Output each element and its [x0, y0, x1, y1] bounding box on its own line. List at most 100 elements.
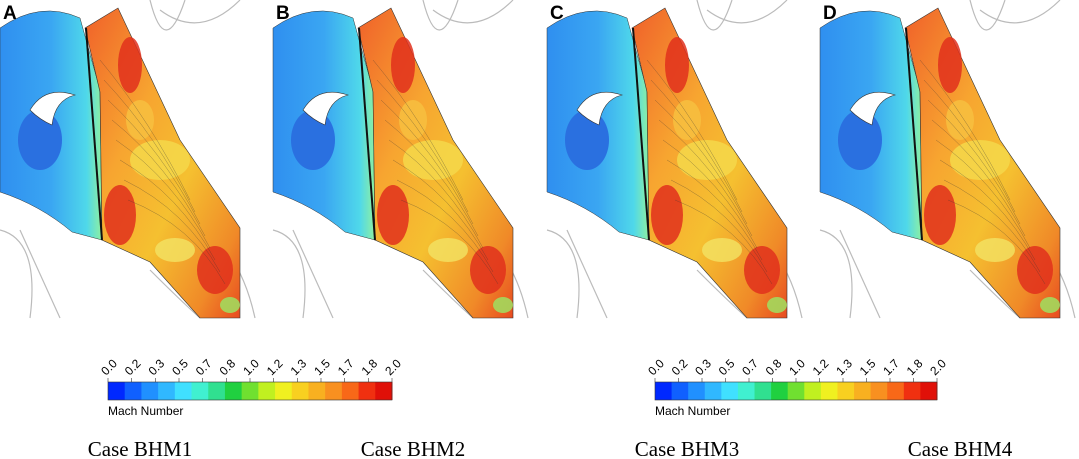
colorbar-tick-label: 0.3	[692, 356, 714, 378]
colorbar-tick-label: 0.3	[146, 356, 168, 378]
colorbar-swatch	[804, 382, 822, 400]
blade-outline	[292, 229, 334, 319]
hole	[302, 91, 350, 126]
contour-line	[107, 99, 201, 225]
contour-line	[99, 59, 191, 201]
colorbar-tick-label: 0.5	[716, 356, 738, 378]
contour-blob	[946, 100, 974, 140]
colorbar-tick-label: 0.0	[645, 356, 667, 378]
colorbar-tick-label: 1.2	[264, 356, 286, 378]
contour-blob	[104, 185, 136, 245]
low-mach-core	[291, 110, 335, 170]
colorbar-tick-label: 1.8	[904, 356, 926, 378]
colorbar-swatch	[158, 382, 176, 400]
contour-line	[674, 199, 773, 285]
blade-outline	[149, 0, 186, 31]
colorbar-swatch	[887, 382, 905, 400]
blade	[905, 27, 923, 241]
contour-line	[123, 179, 221, 273]
colorbar-swatch	[903, 382, 921, 400]
contour-line	[372, 59, 464, 201]
contour-line	[396, 179, 494, 273]
contour-line	[931, 119, 1026, 237]
colorbar-swatch	[291, 382, 309, 400]
colorbar-swatch	[275, 382, 293, 400]
blade-outline	[696, 0, 733, 31]
contour-blob	[391, 37, 415, 93]
contour-blob	[665, 37, 689, 93]
colorbar-tick-label: 0.7	[193, 356, 215, 378]
contour-line	[658, 119, 753, 237]
colorbar: 0.0 0.2 0.3 0.5 0.7 0.8 1.0 1.2 1.3 1.5 1.7 1.8 2.0 M…	[98, 356, 404, 418]
contour-line	[654, 99, 748, 225]
colorbar-tick-label: 1.5	[311, 356, 333, 378]
panel-label: A	[3, 3, 17, 24]
contour-line	[935, 139, 1031, 249]
contour-blob	[938, 37, 962, 93]
low-mach-core	[18, 110, 62, 170]
contour-blob	[950, 140, 1010, 180]
hole	[849, 91, 897, 126]
contour-blob	[428, 238, 468, 262]
colorbar-swatch	[308, 382, 326, 400]
colorbar-swatch	[655, 382, 673, 400]
contour-blob	[220, 297, 240, 313]
colorbar-swatch	[358, 382, 376, 400]
colorbar-swatch	[224, 382, 243, 400]
colorbar-tick-label: 1.2	[810, 356, 832, 378]
blade-outline	[149, 269, 201, 319]
colorbar-tick-label: 2.0	[382, 356, 404, 378]
contour-blob	[702, 238, 742, 262]
blade-outline	[819, 229, 853, 319]
colorbar-swatch	[688, 382, 706, 400]
contour-line	[947, 199, 1046, 285]
contour-line	[111, 119, 206, 237]
contour-blob	[975, 238, 1015, 262]
panel-label: C	[550, 3, 564, 24]
contour-line	[666, 159, 763, 261]
contour-line	[943, 179, 1041, 273]
contour-line	[392, 159, 489, 261]
colorbar-swatch	[141, 382, 159, 400]
blade-outline	[19, 229, 61, 319]
colorbar-tick-label: 0.0	[98, 356, 120, 378]
contour-blob	[673, 100, 701, 140]
colorbar-tick-label: 1.5	[857, 356, 879, 378]
blade-outline	[696, 269, 748, 319]
contour-line	[923, 79, 1016, 213]
colorbar-swatch	[258, 382, 276, 400]
colorbar-swatch	[325, 382, 343, 400]
colorbar-tick-label: 1.0	[240, 356, 262, 378]
colorbar-swatch	[854, 382, 872, 400]
contour-blob	[677, 140, 737, 180]
hole	[29, 91, 77, 126]
contour-line	[927, 99, 1021, 225]
contour-blob	[130, 140, 190, 180]
blade-outline	[546, 229, 580, 319]
colorbar: 0.0 0.2 0.3 0.5 0.7 0.8 1.0 1.2 1.3 1.5 1.7 1.8 2.0 M…	[645, 356, 949, 418]
contour-line	[119, 159, 216, 261]
blade-outline	[432, 0, 514, 24]
panel-caption: Case BHM1	[88, 437, 192, 459]
hole	[576, 91, 624, 126]
contour-blob	[377, 185, 409, 245]
blade-outline	[422, 269, 474, 319]
blade-outline	[969, 0, 1006, 31]
colorbar-swatch	[704, 382, 722, 400]
contour-line	[662, 139, 758, 249]
contour-panel: A	[0, 0, 256, 319]
contour-line	[670, 179, 768, 273]
contour-line	[919, 59, 1011, 201]
contour-blob	[767, 297, 787, 313]
blade-outline	[422, 0, 459, 31]
panel-label: D	[823, 3, 837, 24]
colorbar-tick-label: 1.7	[880, 356, 902, 378]
contour-line	[388, 139, 484, 249]
blade-outline	[159, 0, 241, 24]
contour-blob	[651, 185, 683, 245]
colorbar-swatch	[124, 382, 142, 400]
contour-blob	[118, 37, 142, 93]
blade	[358, 27, 376, 241]
colorbar-tick-label: 1.0	[786, 356, 808, 378]
